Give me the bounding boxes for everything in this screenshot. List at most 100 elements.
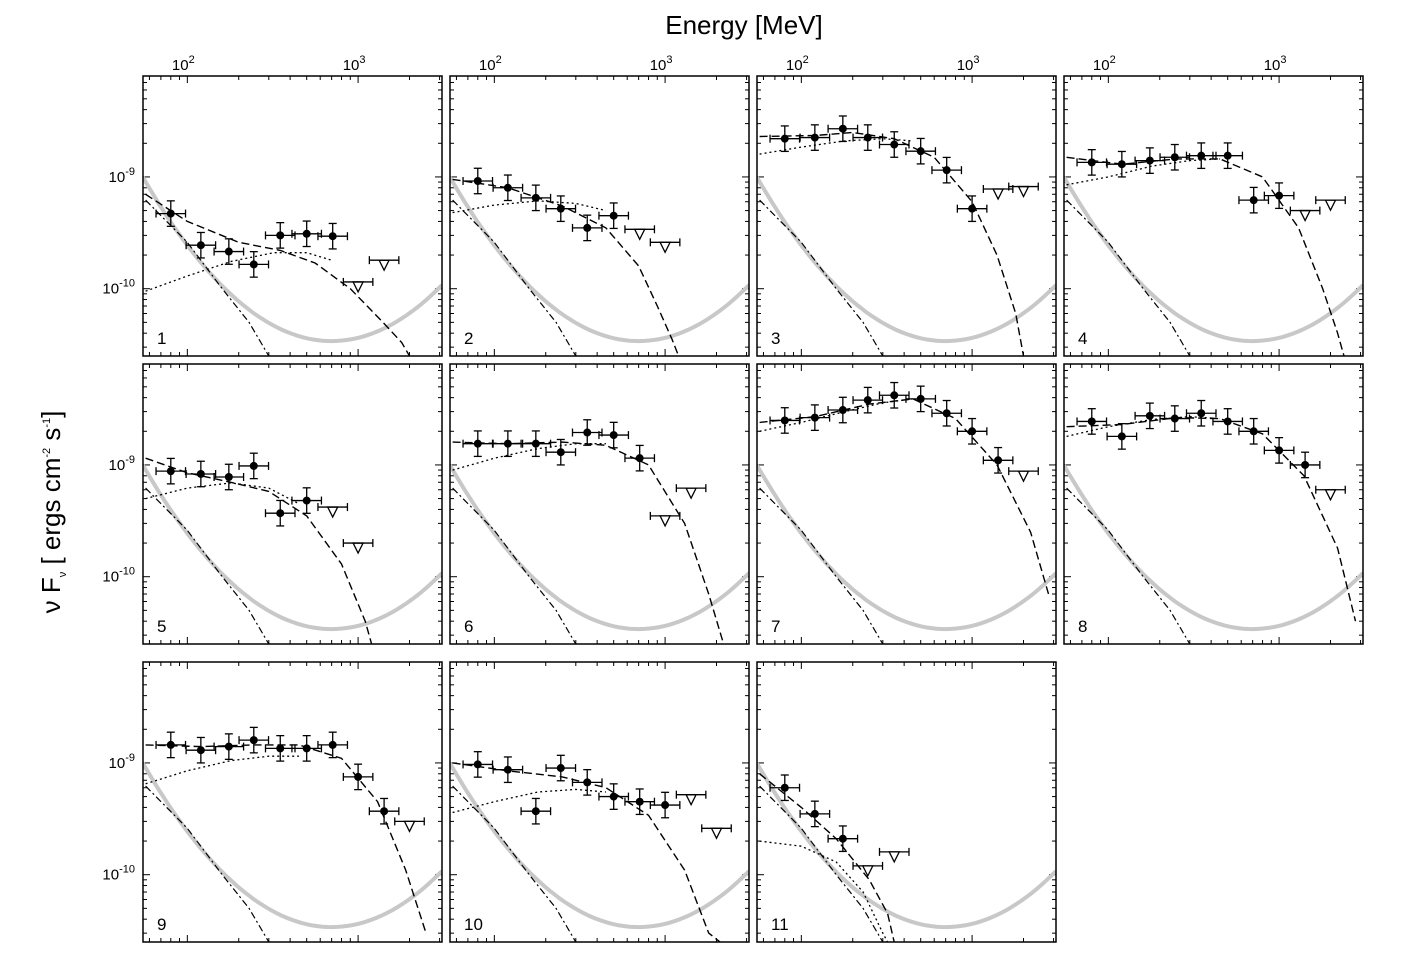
upper-limit [878,847,910,864]
marker [609,792,618,801]
sensitivity-curve [757,762,1056,930]
marker [328,740,337,749]
sensitivity-curve [757,464,1056,632]
model-dashed-curve [452,178,680,356]
data-point [1212,408,1244,435]
panel-9: 10-9 10-10 9 [102,661,443,943]
x-tick-label: 102 [479,54,502,74]
marker [635,797,644,806]
data-point [598,421,630,449]
data-point [1212,142,1244,170]
data-point [571,214,603,242]
model-dashed-curve [1066,156,1345,356]
marker [380,807,389,816]
plot-area [450,419,749,644]
marker [810,133,819,142]
data-point [571,768,603,796]
marker [503,439,512,448]
plot-area [450,167,749,356]
data-point [520,430,552,458]
model-dotted-curve [145,252,332,292]
marker [1087,158,1096,167]
data-point [291,220,323,248]
marker [354,772,363,781]
marker [890,391,899,400]
data-point [598,202,630,230]
data-point [1238,417,1270,445]
y-tick-label: 10-10 [102,566,135,586]
model-dashed-curve [145,457,373,644]
sensitivity-curve [1064,176,1363,344]
marker [838,124,847,133]
data-point [649,791,681,819]
data-point [291,487,323,514]
marker [166,740,175,749]
marker [196,241,205,250]
marker [224,472,233,481]
panel-frame [449,363,750,645]
sensitivity-curve [757,176,1056,344]
upper-limit [1289,206,1321,223]
marker [1145,156,1154,165]
marker [583,778,592,787]
marker [473,176,482,185]
upper-limit [701,824,732,840]
panel-frame [142,75,443,357]
data-point [520,184,552,212]
marker [635,454,644,463]
data-point [155,457,187,485]
ul-arrow [403,820,416,833]
data-point [264,734,296,762]
data-point [155,731,187,759]
model-dotted-curve [452,788,606,814]
data-point [492,756,524,784]
upper-limit [1315,196,1346,212]
ul-arrow [992,188,1005,201]
marker [224,742,233,751]
data-point [905,385,937,413]
panel-number: 1 [157,329,166,348]
data-point [185,736,217,764]
x-tick-label: 103 [650,54,673,74]
marker [780,134,789,143]
y-axis-title: ν Fν [ ergs cm-2 s-1] [36,411,69,614]
upper-limit [394,817,425,833]
data-point [1106,150,1138,178]
data-point [291,734,323,762]
data-point [827,396,859,424]
marker [224,247,233,256]
y-tick-label: 10-9 [109,166,135,186]
data-point [769,774,801,802]
data-point [878,381,910,409]
ul-arrow [888,851,901,864]
data-point [492,430,524,458]
upper-limit [675,790,707,807]
model-dashed-curve [759,131,1025,356]
data-point [238,452,270,480]
data-point [1076,408,1108,435]
marker [916,394,925,403]
x-tick-label: 102 [172,54,195,74]
panel-frame [756,363,1057,645]
data-point [931,156,963,184]
marker [810,413,819,422]
panel-number: 5 [157,617,166,636]
x-tick-label: 103 [343,54,366,74]
data-point [571,419,603,446]
data-point [905,137,937,165]
panel-number: 7 [771,617,780,636]
data-point [545,754,577,782]
marker [196,469,205,478]
marker [780,416,789,425]
data-point [264,221,296,249]
model-dashed-curve [1066,416,1357,622]
ul-arrow [633,228,646,241]
marker [249,260,258,269]
marker [780,783,789,792]
panel-number: 8 [1078,617,1087,636]
data-point [545,438,577,466]
panel-11: 11 [756,661,1057,943]
marker [916,147,925,156]
marker [276,744,285,753]
